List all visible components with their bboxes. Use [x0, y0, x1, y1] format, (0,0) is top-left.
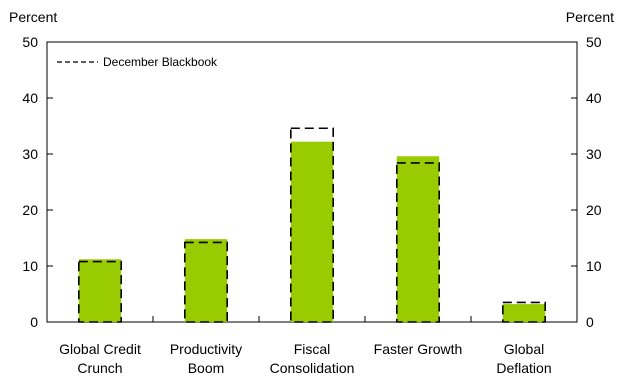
left-y-tick-label: 0: [30, 314, 38, 330]
x-category-label: Faster Growth: [374, 341, 463, 357]
right-y-tick-label: 0: [586, 314, 594, 330]
bar: [502, 304, 546, 322]
right-y-tick-label: 50: [586, 34, 602, 50]
right-y-tick-label: 40: [586, 90, 602, 106]
left-y-tick-label: 50: [22, 34, 38, 50]
right-y-tick-label: 10: [586, 258, 602, 274]
right-y-tick-label: 30: [586, 146, 602, 162]
bar: [184, 239, 228, 322]
x-category-label: Global: [504, 341, 544, 357]
x-category-label: Deflation: [496, 360, 551, 376]
axis-ticks-layer: 0 0 10 10 20 20 30 30 40 40 50 50: [22, 34, 601, 330]
left-y-tick-label: 40: [22, 90, 38, 106]
bar: [396, 156, 440, 322]
left-y-tick-label: 10: [22, 258, 38, 274]
x-category-label: Crunch: [77, 360, 122, 376]
x-category-label: Boom: [188, 360, 225, 376]
bar: [78, 259, 122, 322]
dashed-bar-outline: [289, 127, 334, 323]
dashed-bar-outline: [184, 241, 229, 323]
x-category-label: Fiscal: [294, 341, 331, 357]
dashed-bar-outline: [395, 162, 440, 323]
left-y-tick-label: 30: [22, 146, 38, 162]
legend: December Blackbook: [57, 55, 218, 69]
x-category-label: Productivity: [170, 341, 242, 357]
bars-layer: [78, 127, 546, 323]
left-y-tick-label: 20: [22, 202, 38, 218]
x-category-label: Global Credit: [59, 341, 141, 357]
legend-label: December Blackbook: [103, 55, 218, 69]
dashed-bar-outline: [78, 260, 123, 323]
category-labels-layer: Global Credit Crunch Productivity Boom Fisca…: [59, 341, 551, 376]
x-category-label: Consolidation: [270, 360, 355, 376]
right-axis-unit-label: Percent: [566, 9, 614, 25]
left-axis-unit-label: Percent: [9, 9, 57, 25]
dashed-bar-outline: [501, 301, 546, 323]
bar: [290, 141, 334, 322]
right-y-tick-label: 20: [586, 202, 602, 218]
